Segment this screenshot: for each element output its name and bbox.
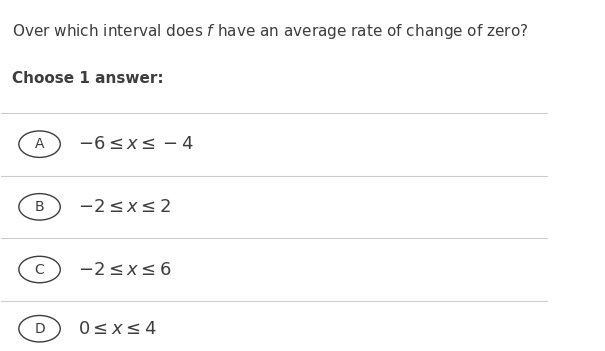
Text: A: A: [35, 137, 44, 151]
Text: Over which interval does $f$ have an average rate of change of zero?: Over which interval does $f$ have an ave…: [12, 22, 529, 41]
Text: $-2 \leq x \leq 6$: $-2 \leq x \leq 6$: [77, 260, 171, 279]
Text: Choose 1 answer:: Choose 1 answer:: [12, 71, 164, 86]
Text: B: B: [34, 200, 44, 214]
Text: C: C: [34, 263, 44, 277]
Text: D: D: [34, 322, 45, 336]
Text: $-6 \leq x \leq -4$: $-6 \leq x \leq -4$: [77, 135, 194, 153]
Text: $-2 \leq x \leq 2$: $-2 \leq x \leq 2$: [77, 198, 171, 216]
Text: $0 \leq x \leq 4$: $0 \leq x \leq 4$: [77, 320, 157, 338]
